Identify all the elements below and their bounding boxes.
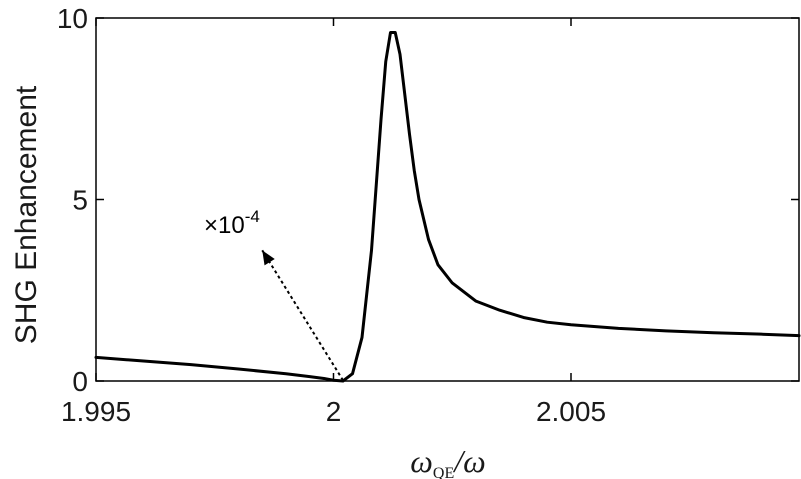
x-tick-label: 1.995 [61,396,131,427]
y-tick-label: 0 [72,366,88,397]
y-tick-label: 10 [57,3,88,34]
x-axis-label-omega-denominator: ω [463,443,486,479]
x-tick-label: 2.005 [536,396,606,427]
plot-area-frame [95,17,800,382]
x-axis-label-slash: / [452,443,466,479]
annotation-text: ×10 [204,212,245,239]
x-tick-label: 2 [326,396,342,427]
annotation-exponent: -4 [245,207,260,226]
annotation-layer [261,249,344,381]
y-tick-label: 5 [72,185,88,216]
x-axis-label: ωQE/ω [410,443,485,479]
annotation-arrow-head [262,250,275,266]
x-axis-ticks: 1.995 2 2.005 [61,18,606,427]
series-layer [94,31,801,383]
x-axis-label-omega: ω [410,443,433,479]
series-line [94,31,801,383]
annotation-arrow-line [261,249,344,381]
annotation-scale-label: ×10-4 [204,207,260,239]
y-axis-label: SHG Enhancement [10,85,43,344]
y-axis-ticks: 0 5 10 [57,3,799,397]
x-axis-label-subscript: QE [433,465,454,479]
